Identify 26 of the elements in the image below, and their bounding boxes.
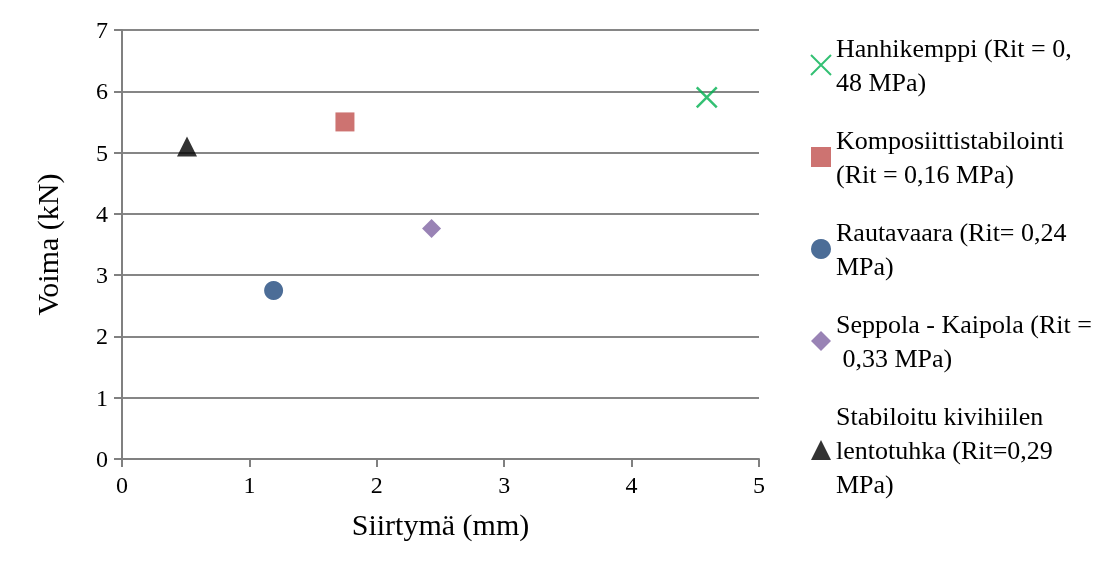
- point: [176, 136, 197, 157]
- y-tick-label: 3: [96, 262, 108, 289]
- y-axis-title: Voima (kN): [30, 173, 65, 316]
- x-tick-label: 4: [625, 472, 638, 498]
- x-tick-label: 2: [370, 472, 383, 498]
- legend-label: Stabiloitu kivihiilen lentotuhka (Rit=0,29 MPa): [836, 401, 1060, 499]
- y-tick-label: 5: [96, 139, 108, 166]
- point: [264, 280, 284, 300]
- point: [422, 219, 442, 239]
- y-tick-label: 0: [96, 446, 108, 472]
- point: [695, 86, 719, 109]
- x-tick-label: 5: [753, 472, 765, 498]
- legend-label: Komposiittistabilointi (Rit = 0,16 MPa): [836, 125, 1071, 189]
- y-tick-label: 7: [96, 17, 108, 43]
- x-tick-label: 1: [243, 472, 256, 498]
- legend-label: Rautavaara (Rit= 0,24 MPa): [836, 217, 1074, 281]
- y-tick-label: 2: [96, 323, 108, 350]
- point: [335, 112, 355, 132]
- legend-label: Hanhikemppi (Rit = 0,48 MPa): [836, 33, 1072, 97]
- y-tick-label: 1: [96, 384, 108, 411]
- x-tick-label: 0: [116, 472, 128, 498]
- y-tick-label: 6: [96, 78, 108, 105]
- y-tick-label: 4: [96, 200, 108, 227]
- legend-label: Seppola - Kaipola (Rit = 0,33 MPa): [836, 309, 1092, 373]
- x-axis-title: Siirtymä (mm): [351, 507, 530, 542]
- x-tick-label: 3: [498, 472, 511, 498]
